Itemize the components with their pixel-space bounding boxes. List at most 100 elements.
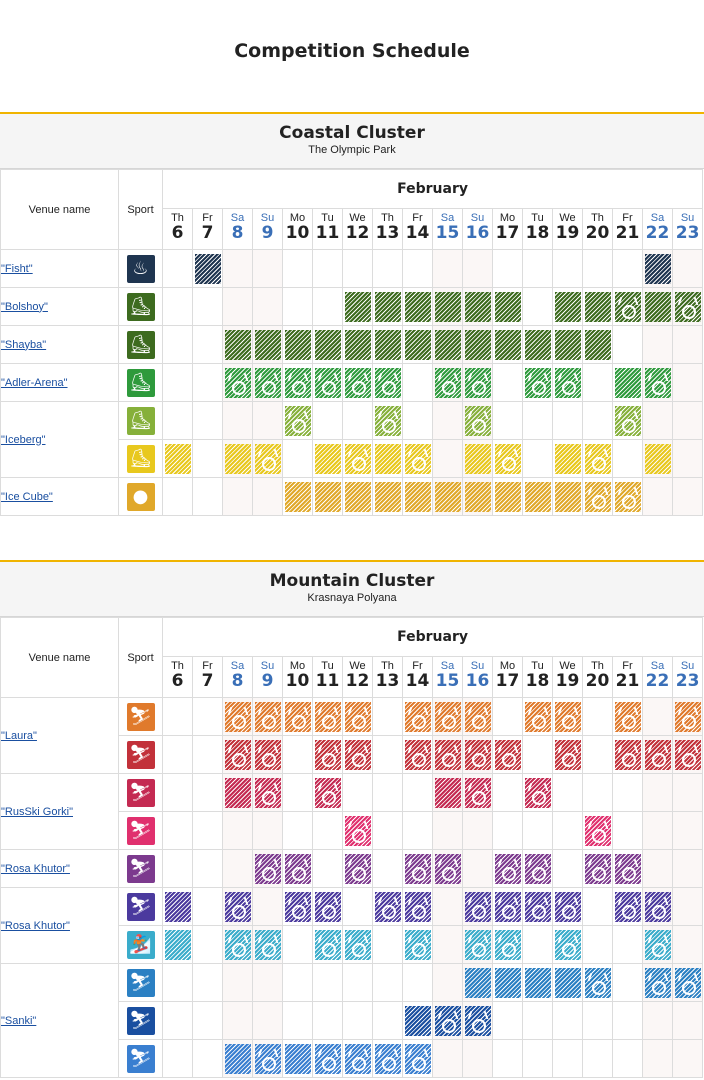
event-block[interactable] — [644, 443, 671, 474]
bobsleigh-icon[interactable]: ⛷ — [126, 968, 155, 997]
venue-link[interactable]: "RusSki Gorki" — [1, 805, 73, 818]
medal-event-block[interactable] — [404, 891, 431, 922]
event-block[interactable] — [584, 291, 611, 322]
medal-event-block[interactable] — [284, 853, 311, 884]
medal-event-block[interactable] — [404, 739, 431, 770]
medal-event-block[interactable] — [344, 701, 371, 732]
event-block[interactable] — [344, 329, 371, 360]
event-block[interactable] — [434, 777, 461, 808]
medal-event-block[interactable] — [554, 367, 581, 398]
event-block[interactable] — [224, 329, 251, 360]
venue-link[interactable]: "Sanki" — [1, 1014, 37, 1027]
event-block[interactable] — [464, 329, 491, 360]
medal-event-block[interactable] — [494, 443, 521, 474]
venue-link[interactable]: "Adler-Arena" — [1, 376, 68, 389]
medal-event-block[interactable] — [494, 739, 521, 770]
medal-event-block[interactable] — [614, 481, 641, 512]
medal-event-block[interactable] — [554, 929, 581, 960]
medal-event-block[interactable] — [254, 443, 281, 474]
medal-event-block[interactable] — [344, 443, 371, 474]
event-block[interactable] — [464, 443, 491, 474]
alpine-skiing-icon[interactable]: ⛷ — [126, 854, 155, 883]
event-block[interactable] — [494, 329, 521, 360]
event-block[interactable] — [164, 891, 191, 922]
medal-event-block[interactable] — [344, 853, 371, 884]
medal-event-block[interactable] — [314, 929, 341, 960]
medal-event-block[interactable] — [374, 891, 401, 922]
medal-event-block[interactable] — [314, 777, 341, 808]
medal-event-block[interactable] — [464, 891, 491, 922]
event-block[interactable] — [404, 291, 431, 322]
event-block[interactable] — [434, 291, 461, 322]
event-block[interactable] — [404, 329, 431, 360]
medal-event-block[interactable] — [344, 929, 371, 960]
cross-country-icon[interactable]: ⛷ — [126, 702, 155, 731]
event-block[interactable] — [374, 443, 401, 474]
venue-link[interactable]: "Ice Cube" — [1, 490, 53, 503]
event-block[interactable] — [494, 291, 521, 322]
event-block[interactable] — [284, 481, 311, 512]
medal-event-block[interactable] — [614, 291, 641, 322]
ice-hockey-icon[interactable]: ⛸ — [126, 330, 155, 359]
event-block[interactable] — [554, 291, 581, 322]
medal-event-block[interactable] — [464, 1005, 491, 1036]
venue-link[interactable]: "Fisht" — [1, 262, 33, 275]
medal-event-block[interactable] — [554, 701, 581, 732]
event-block[interactable] — [434, 481, 461, 512]
medal-event-block[interactable] — [644, 967, 671, 998]
event-block[interactable] — [464, 291, 491, 322]
event-block[interactable] — [374, 291, 401, 322]
medal-event-block[interactable] — [284, 891, 311, 922]
biathlon-icon[interactable]: ⛷ — [126, 740, 155, 769]
medal-event-block[interactable] — [674, 291, 701, 322]
event-block[interactable] — [614, 367, 641, 398]
medal-event-block[interactable] — [464, 405, 491, 436]
event-block[interactable] — [164, 929, 191, 960]
event-block[interactable] — [524, 481, 551, 512]
medal-event-block[interactable] — [614, 405, 641, 436]
medal-event-block[interactable] — [464, 777, 491, 808]
medal-event-block[interactable] — [314, 891, 341, 922]
medal-event-block[interactable] — [584, 853, 611, 884]
medal-event-block[interactable] — [404, 701, 431, 732]
event-block[interactable] — [524, 329, 551, 360]
medal-event-block[interactable] — [434, 1005, 461, 1036]
medal-event-block[interactable] — [614, 853, 641, 884]
event-block[interactable] — [344, 481, 371, 512]
event-block[interactable] — [554, 967, 581, 998]
medal-event-block[interactable] — [464, 701, 491, 732]
olympic-torch-icon[interactable]: ♨ — [126, 254, 155, 283]
medal-event-block[interactable] — [374, 1043, 401, 1074]
medal-event-block[interactable] — [224, 891, 251, 922]
medal-event-block[interactable] — [644, 929, 671, 960]
medal-event-block[interactable] — [404, 929, 431, 960]
event-block[interactable] — [644, 253, 671, 284]
medal-event-block[interactable] — [344, 815, 371, 846]
medal-event-block[interactable] — [584, 481, 611, 512]
medal-event-block[interactable] — [224, 701, 251, 732]
medal-event-block[interactable] — [674, 739, 701, 770]
event-block[interactable] — [434, 329, 461, 360]
medal-event-block[interactable] — [254, 1043, 281, 1074]
figure-skating-icon[interactable]: ⛸ — [126, 444, 155, 473]
medal-event-block[interactable] — [404, 853, 431, 884]
medal-event-block[interactable] — [374, 405, 401, 436]
speed-skating-icon[interactable]: ⛸ — [126, 368, 155, 397]
freestyle-icon[interactable]: ⛷ — [126, 892, 155, 921]
medal-event-block[interactable] — [254, 701, 281, 732]
medal-event-block[interactable] — [254, 777, 281, 808]
event-block[interactable] — [314, 329, 341, 360]
event-block[interactable] — [194, 253, 221, 284]
event-block[interactable] — [494, 967, 521, 998]
medal-event-block[interactable] — [644, 367, 671, 398]
venue-link[interactable]: "Rosa Khutor" — [1, 919, 70, 932]
medal-event-block[interactable] — [494, 929, 521, 960]
event-block[interactable] — [344, 291, 371, 322]
medal-event-block[interactable] — [344, 1043, 371, 1074]
skeleton-icon[interactable]: ⛷ — [126, 1006, 155, 1035]
medal-event-block[interactable] — [314, 739, 341, 770]
curling-icon[interactable]: ● — [126, 482, 155, 511]
medal-event-block[interactable] — [434, 367, 461, 398]
medal-event-block[interactable] — [254, 739, 281, 770]
event-block[interactable] — [284, 329, 311, 360]
